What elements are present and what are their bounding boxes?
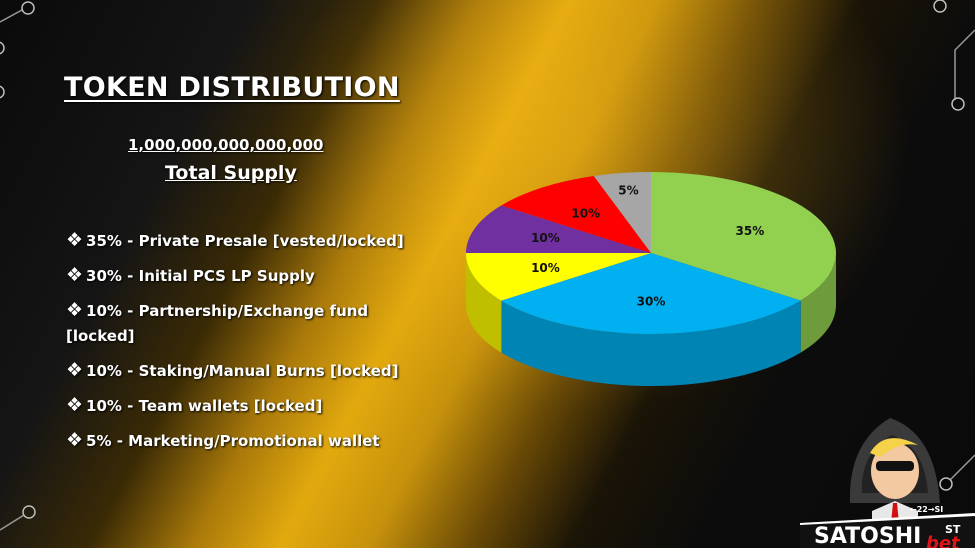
total-supply-value: 1,000,000,000,000,000 [128,136,324,154]
diamond-cluster-icon: ❖ [66,299,84,321]
diamond-cluster-icon: ❖ [66,394,84,416]
logo-bet-text: bet [926,533,961,548]
pie-label-0: 35% [736,224,765,238]
logo-superscript: ST [945,523,961,536]
pie-slice-side [466,253,502,353]
pie-label-2: 10% [531,261,560,275]
list-item: ❖ 5% - Marketing/Promotional wallet [66,428,426,454]
list-item: ❖ 10% - Staking/Manual Burns [locked] [66,358,426,384]
distribution-list: ❖ 35% - Private Presale [vested/locked] ❖… [66,228,426,463]
pie-label-5: 5% [618,184,638,198]
brand-logo: ←22→SI SATOSHI ST bet [800,418,975,548]
list-item-text: 10% - Partnership/Exchange fund [locked] [66,302,369,345]
total-supply-label: Total Supply [165,162,297,184]
diamond-cluster-icon: ❖ [66,429,84,451]
pie-slice-1 [501,253,801,334]
diamond-cluster-icon: ❖ [66,229,84,251]
logo-text: SATOSHI [814,524,921,548]
pie-label-4: 10% [571,207,600,221]
list-item: ❖ 30% - Initial PCS LP Supply [66,263,426,289]
pie-slice-0 [651,172,836,301]
list-item: ❖ 10% - Partnership/Exchange fund [locked… [66,298,426,349]
pie-label-1: 30% [637,295,666,309]
list-item: ❖ 10% - Team wallets [locked] [66,393,426,419]
pie-label-3: 10% [531,231,560,245]
pie-slice-5 [593,172,651,253]
page-title: TOKEN DISTRIBUTION [64,72,400,103]
pie-slice-4 [501,175,651,253]
masked-mascot-icon [849,418,940,523]
pie-slice-3 [466,205,651,253]
pie-slice-side [800,253,836,353]
list-item-text: 35% - Private Presale [vested/locked] [86,232,404,250]
list-item-text: 10% - Team wallets [locked] [86,397,323,415]
list-item-text: 5% - Marketing/Promotional wallet [86,432,380,450]
pie-slice-2 [466,253,651,301]
logo-small-text: ←22→SI [910,505,943,514]
list-item: ❖ 35% - Private Presale [vested/locked] [66,228,426,254]
pie-side-walls [466,253,836,386]
list-item-text: 30% - Initial PCS LP Supply [86,267,315,285]
pie-slice-side [501,300,801,386]
diamond-cluster-icon: ❖ [66,264,84,286]
diamond-cluster-icon: ❖ [66,359,84,381]
list-item-text: 10% - Staking/Manual Burns [locked] [86,362,399,380]
